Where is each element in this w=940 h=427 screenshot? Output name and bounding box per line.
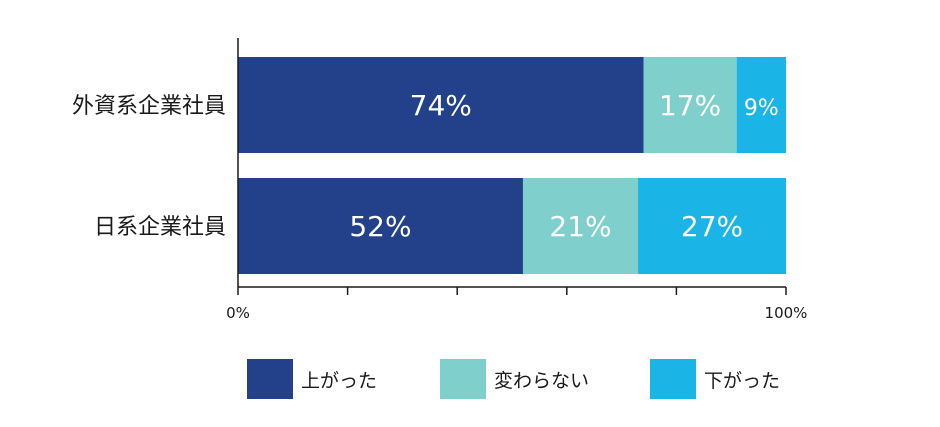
legend-swatch <box>440 359 486 399</box>
category-label: 外資系企業社員 <box>72 94 226 119</box>
data-label: 9% <box>744 96 779 121</box>
bar-segment <box>643 57 737 153</box>
data-label: 74% <box>410 89 472 122</box>
data-label: 21% <box>549 210 611 243</box>
data-label: 27% <box>681 210 743 243</box>
x-tick-label: 0% <box>226 304 250 322</box>
bar-segment <box>238 178 523 274</box>
bar-segment <box>238 57 644 153</box>
data-label: 17% <box>659 89 721 122</box>
legend-swatch <box>247 359 293 399</box>
bar-segment <box>736 57 786 153</box>
bars-group: 74% 17% 9% 52% 21% 27% <box>238 57 786 274</box>
legend: 上がった 変わらない 下がった <box>247 359 780 399</box>
legend-label: 変わらない <box>494 370 589 392</box>
legend-swatch <box>650 359 696 399</box>
category-label: 日系企業社員 <box>94 215 226 240</box>
bar-segment <box>638 178 786 274</box>
data-label: 52% <box>349 210 411 243</box>
x-tick-label: 100% <box>765 304 808 322</box>
legend-label: 下がった <box>704 370 780 392</box>
bar-segment <box>522 178 639 274</box>
legend-label: 上がった <box>301 370 377 392</box>
x-axis: 0% 100% <box>226 38 807 322</box>
